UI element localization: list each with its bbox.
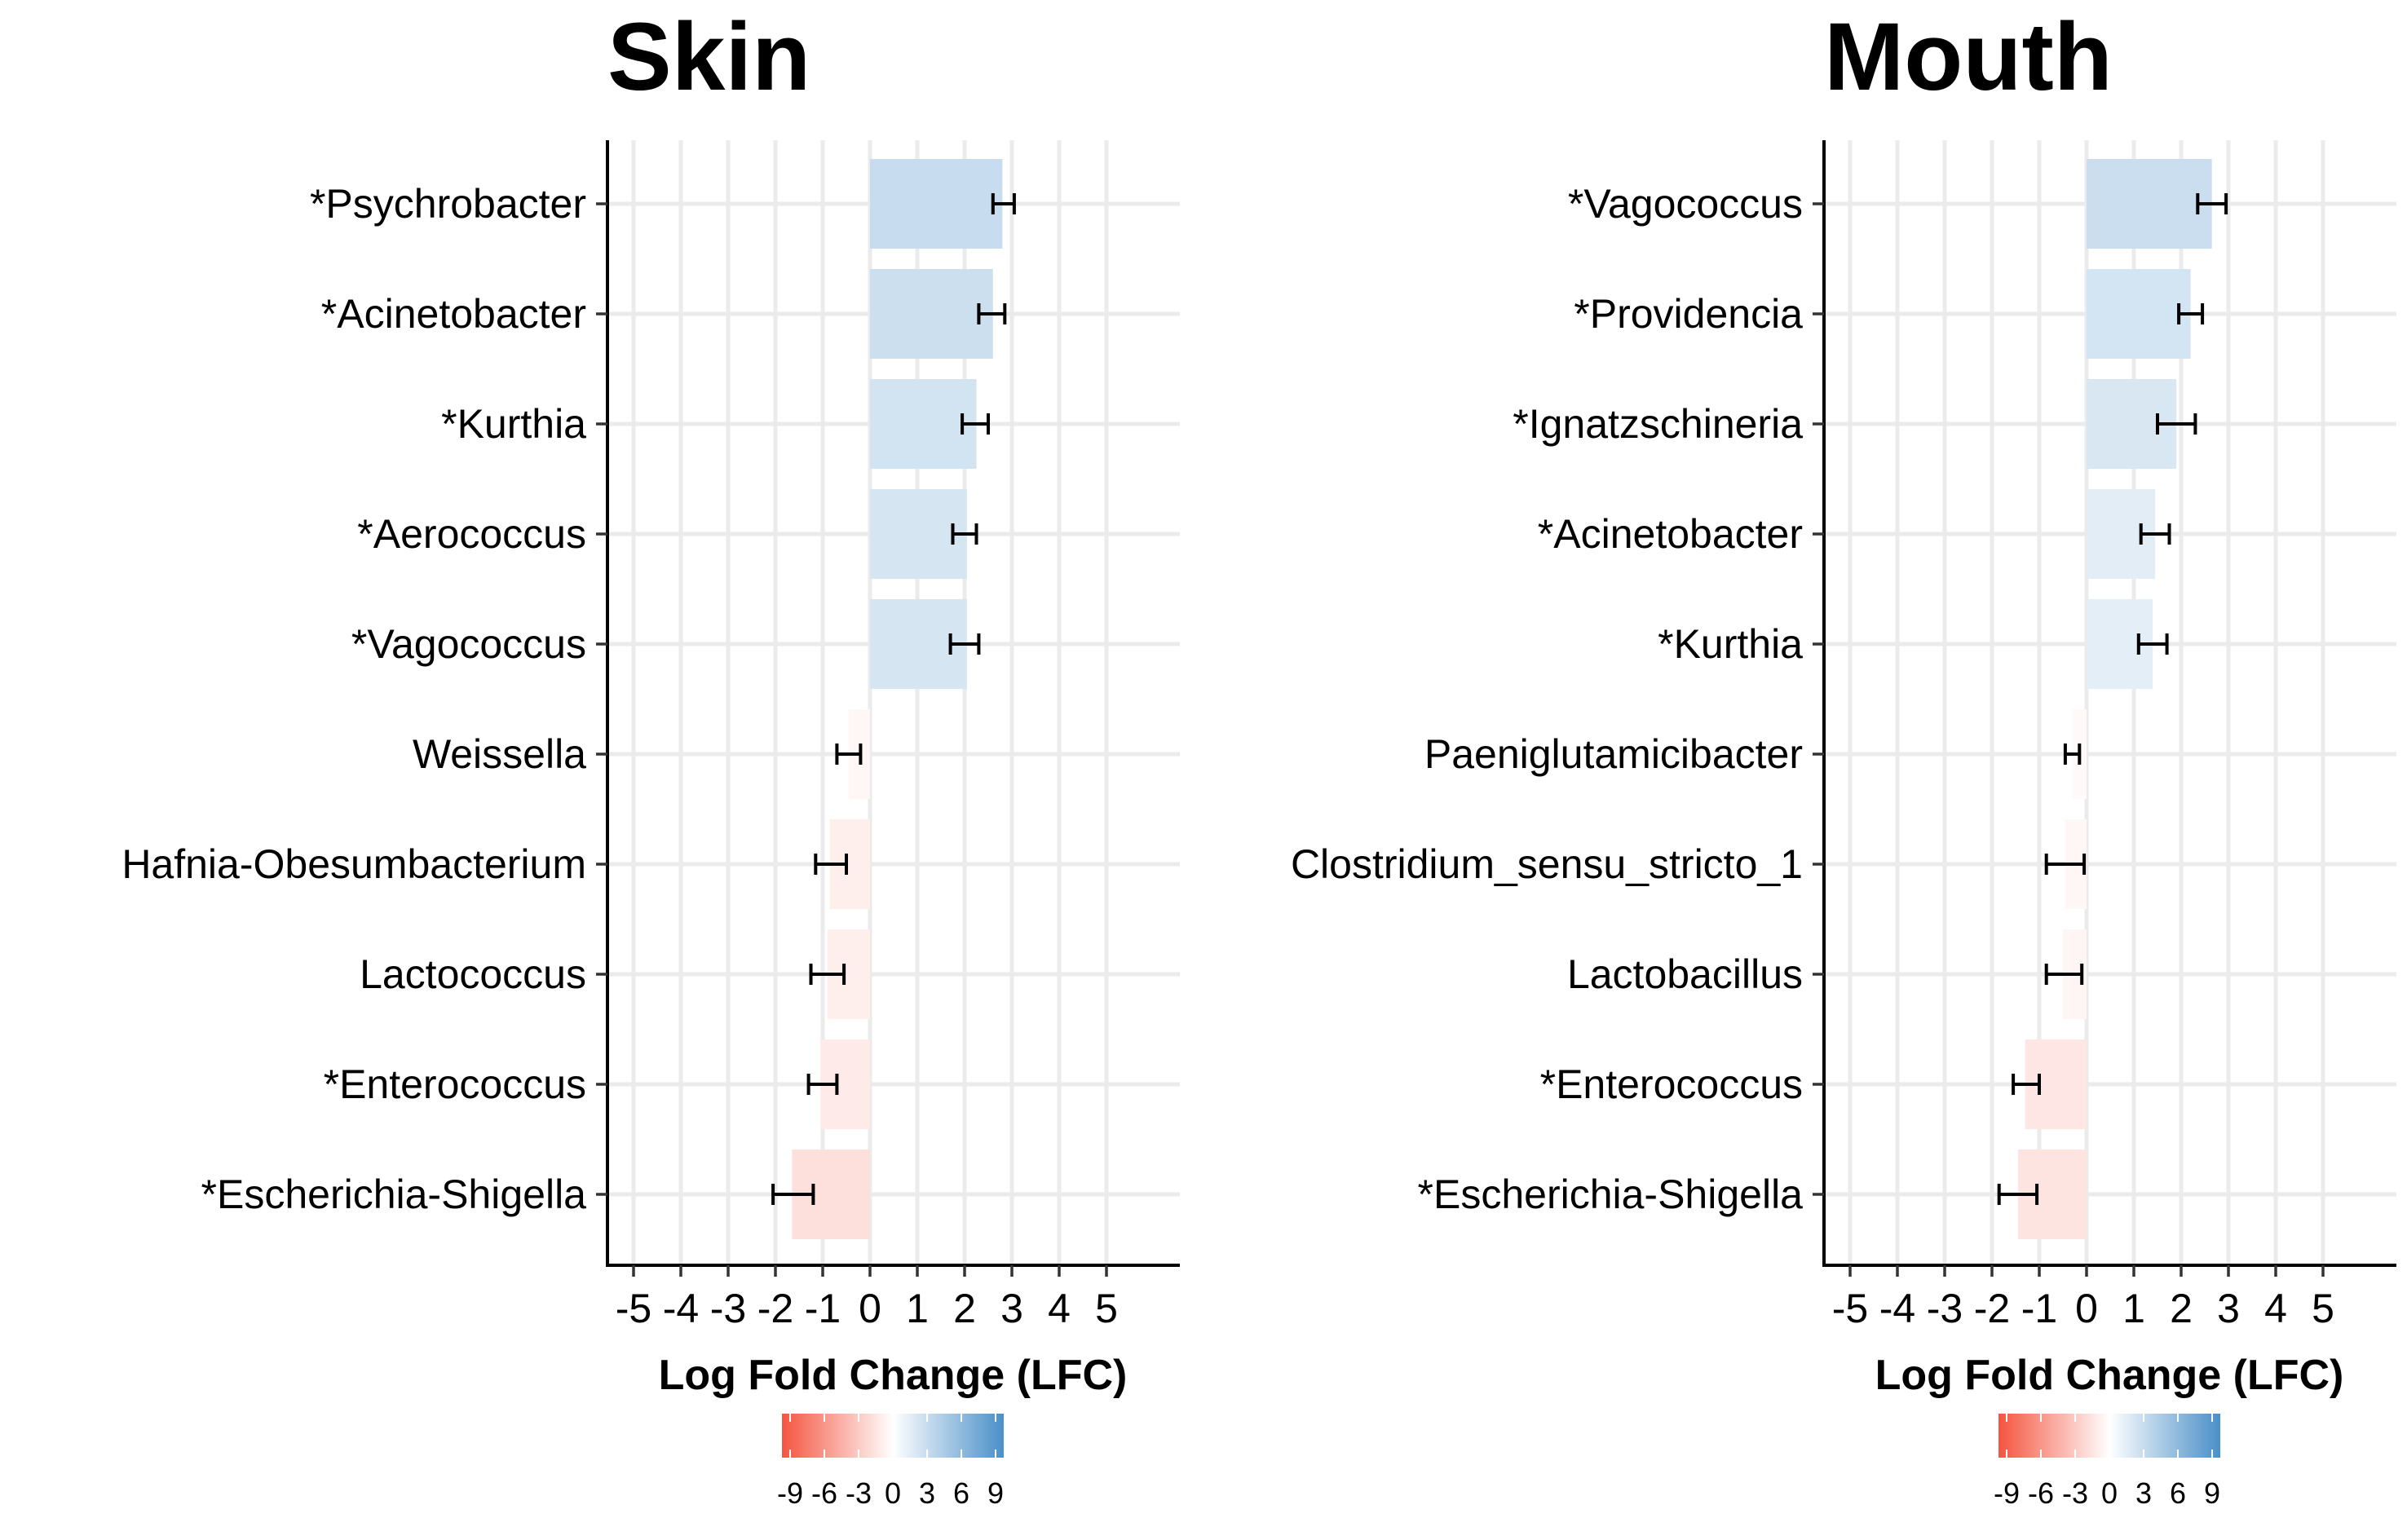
x-tick-label: -3 xyxy=(1927,1286,1963,1331)
x-tick-label: 0 xyxy=(859,1286,881,1331)
legend-tick-label: -3 xyxy=(846,1476,872,1510)
bar xyxy=(870,379,977,469)
error-bar xyxy=(951,523,978,545)
x-tick-label: -2 xyxy=(1974,1286,2010,1331)
color-legend: -9 -6 -3 0 3 6 9 xyxy=(1994,1414,2220,1510)
category-label: *Psychrobacter xyxy=(310,181,586,227)
error-bar xyxy=(2156,413,2197,435)
legend-tick-label: 0 xyxy=(885,1476,901,1510)
bar xyxy=(870,269,993,359)
category-label: *Escherichia-Shigella xyxy=(1418,1172,1804,1217)
x-tick-label: 3 xyxy=(2217,1286,2240,1331)
error-bar xyxy=(977,303,1007,324)
category-labels: *Psychrobacter *Acinetobacter *Kurthia *Aer… xyxy=(121,181,607,1217)
category-label: *Vagococcus xyxy=(1568,181,1803,227)
panel-title: Mouth xyxy=(1824,3,2113,111)
x-tick-label: -4 xyxy=(663,1286,699,1331)
category-label: *Providencia xyxy=(1574,291,1803,337)
category-label: *Kurthia xyxy=(441,401,586,447)
x-tick-label: 4 xyxy=(1048,1286,1071,1331)
bar xyxy=(870,489,967,579)
bar xyxy=(2087,269,2191,359)
x-tick-labels: -5 -4 -3 -2 -1 0 1 2 3 4 5 xyxy=(1832,1265,2334,1331)
legend-tick-label: 6 xyxy=(2170,1476,2186,1510)
x-tick-label: -1 xyxy=(805,1286,841,1331)
error-bar xyxy=(2044,964,2084,985)
x-tick-label: 2 xyxy=(953,1286,976,1331)
error-bars xyxy=(1997,193,2228,1205)
x-tick-label: -4 xyxy=(1879,1286,1915,1331)
category-label: Paeniglutamicibacter xyxy=(1424,731,1803,777)
error-bar xyxy=(1997,1184,2039,1205)
x-tick-label: 5 xyxy=(1095,1286,1118,1331)
x-tick-label: 0 xyxy=(2075,1286,2098,1331)
x-axis-title: Log Fold Change (LFC) xyxy=(659,1352,1128,1399)
legend-tick-label: 3 xyxy=(919,1476,935,1510)
error-bar xyxy=(2044,854,2087,875)
x-tick-labels: -5 -4 -3 -2 -1 0 1 2 3 4 5 xyxy=(616,1265,1118,1331)
category-label: *Kurthia xyxy=(1658,621,1803,667)
x-tick-label: 4 xyxy=(2264,1286,2287,1331)
error-bar xyxy=(2139,523,2171,545)
legend-tick-label: 3 xyxy=(2135,1476,2152,1510)
error-bar xyxy=(2012,1074,2041,1095)
legend-tick-label: 9 xyxy=(2204,1476,2220,1510)
category-label: *Escherichia-Shigella xyxy=(201,1172,587,1217)
error-bar xyxy=(948,633,981,655)
x-tick-label: -5 xyxy=(1832,1286,1868,1331)
category-label: *Enterococcus xyxy=(1540,1061,1803,1107)
mouth-panel: Mouth *Vagococcus *Providencia *Ignatzschin… xyxy=(1291,3,2396,1510)
category-label: Weissella xyxy=(413,731,586,777)
category-label: *Acinetobacter xyxy=(321,291,586,337)
category-label: *Aerococcus xyxy=(357,511,586,557)
x-tick-label: -5 xyxy=(616,1286,651,1331)
legend-tick-label: 0 xyxy=(2101,1476,2118,1510)
legend-tick-label: -9 xyxy=(777,1476,803,1510)
x-tick-label: 2 xyxy=(2170,1286,2193,1331)
error-bar xyxy=(991,193,1016,214)
error-bar xyxy=(806,1074,839,1095)
error-bar xyxy=(771,1184,815,1205)
error-bar xyxy=(2177,303,2205,324)
x-tick-label: -2 xyxy=(757,1286,793,1331)
error-bars xyxy=(771,193,1016,1205)
legend-tick-label: -6 xyxy=(811,1476,837,1510)
bars xyxy=(2017,159,2212,1239)
category-label: Hafnia-Obesumbacterium xyxy=(121,841,586,887)
category-label: Lactobacillus xyxy=(1567,951,1803,997)
error-bar xyxy=(2196,193,2228,214)
panel-title: Skin xyxy=(607,3,810,111)
legend-tick-label: -6 xyxy=(2028,1476,2054,1510)
bar xyxy=(2087,159,2212,249)
error-bar xyxy=(809,964,846,985)
error-bar xyxy=(835,744,863,765)
x-tick-label: 5 xyxy=(2312,1286,2334,1331)
legend-tick-label: 9 xyxy=(987,1476,1004,1510)
bars xyxy=(792,159,1003,1239)
x-tick-label: 1 xyxy=(2122,1286,2145,1331)
category-label: *Vagococcus xyxy=(351,621,586,667)
bar xyxy=(870,159,1003,249)
legend-tick-label: -3 xyxy=(2062,1476,2088,1510)
category-label: *Enterococcus xyxy=(324,1061,586,1107)
category-label: *Ignatzschineria xyxy=(1513,401,1803,447)
legend-tick-label: -9 xyxy=(1994,1476,2020,1510)
skin-panel: Skin *Psychrobacter *Acinetobacter *Kurthia… xyxy=(121,3,1180,1510)
error-bar xyxy=(2136,633,2169,655)
category-label: *Acinetobacter xyxy=(1538,511,1803,557)
x-tick-label: -3 xyxy=(710,1286,746,1331)
x-axis-title: Log Fold Change (LFC) xyxy=(1875,1352,2344,1399)
error-bar xyxy=(961,413,990,435)
error-bar xyxy=(814,854,848,875)
legend-tick-label: 6 xyxy=(953,1476,969,1510)
x-tick-label: -1 xyxy=(2021,1286,2057,1331)
category-label: Lactococcus xyxy=(360,951,586,997)
x-tick-label: 3 xyxy=(1000,1286,1023,1331)
category-labels: *Vagococcus *Providencia *Ignatzschineria *… xyxy=(1291,181,1824,1217)
error-bar xyxy=(2063,744,2082,765)
x-tick-label: 1 xyxy=(906,1286,929,1331)
color-legend: -9 -6 -3 0 3 6 9 xyxy=(777,1414,1004,1510)
category-label: Clostridium_sensu_stricto_1 xyxy=(1291,841,1803,887)
